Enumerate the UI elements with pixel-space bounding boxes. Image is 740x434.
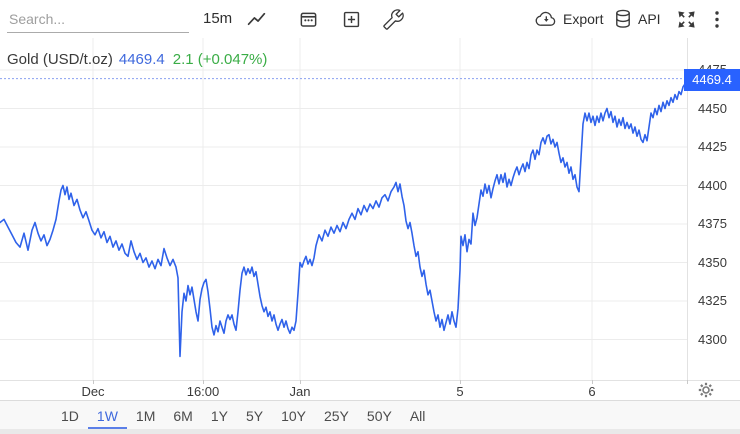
- bottom-strip: [0, 429, 740, 434]
- date-range-button[interactable]: [298, 9, 319, 30]
- gear-icon: [698, 382, 714, 398]
- x-axis-label: 5: [456, 384, 464, 399]
- chart-legend: Gold (USD/t.oz) 4469.4 2.1 (+0.047%): [7, 51, 267, 68]
- plus-square-icon: [343, 11, 360, 28]
- timeframe-tab-10y[interactable]: 10Y: [281, 408, 306, 424]
- timeframe-tabs: 1D 1W 1M 6M 1Y 5Y 10Y 25Y 50Y All: [52, 404, 434, 429]
- x-axis-label: 16:00: [186, 384, 220, 399]
- tools-button[interactable]: [383, 9, 404, 30]
- price-series-line: [0, 77, 687, 358]
- x-axis: Dec 16:00 Jan 5 6: [0, 380, 740, 400]
- interval-selector[interactable]: 15m: [203, 10, 233, 27]
- toolbar: 15m: [0, 0, 740, 38]
- calendar-icon: [300, 12, 317, 27]
- kebab-menu-icon: [715, 11, 719, 28]
- database-icon: [616, 9, 630, 28]
- x-axis-label: Jan: [289, 384, 311, 399]
- x-axis-tick: [687, 380, 688, 384]
- y-axis: 44754450442544004375435043254300: [694, 0, 740, 400]
- export-button[interactable]: Export: [535, 8, 603, 30]
- x-axis-tick: [93, 380, 94, 384]
- y-axis-label: 4375: [698, 216, 727, 231]
- x-axis-label: Dec: [81, 384, 105, 399]
- compare-add-button[interactable]: [341, 9, 362, 30]
- timeframe-tab-6m[interactable]: 6M: [173, 408, 193, 424]
- x-axis-tick: [203, 380, 204, 384]
- cloud-download-icon: [535, 11, 556, 26]
- export-label: Export: [563, 11, 604, 27]
- api-button[interactable]: API: [613, 8, 661, 30]
- y-axis-label: 4325: [698, 293, 727, 308]
- last-price: 4469.4: [118, 51, 165, 68]
- timeframe-tab-50y[interactable]: 50Y: [366, 408, 392, 424]
- timeframe-tab-all[interactable]: All: [409, 408, 426, 424]
- expand-icon: [678, 11, 695, 28]
- line-chart-icon: [247, 12, 266, 26]
- timeframe-bar: 1D 1W 1M 6M 1Y 5Y 10Y 25Y 50Y All: [0, 400, 740, 434]
- menu-button[interactable]: [710, 9, 724, 33]
- timeframe-tab-25y[interactable]: 25Y: [323, 408, 349, 424]
- timeframe-tab-1y[interactable]: 1Y: [210, 408, 228, 424]
- fullscreen-button[interactable]: [676, 9, 697, 30]
- price-change: 2.1 (+0.047%): [172, 51, 268, 68]
- timeframe-tab-1m[interactable]: 1M: [135, 408, 156, 424]
- search-input[interactable]: [7, 6, 189, 33]
- y-axis-label: 4425: [698, 139, 727, 154]
- timeframe-tab-5y[interactable]: 5Y: [245, 408, 264, 424]
- chart-type-button[interactable]: [246, 9, 267, 30]
- chart-settings-button[interactable]: [697, 381, 715, 402]
- y-axis-label: 4300: [698, 331, 727, 347]
- x-axis-tick: [300, 380, 301, 384]
- y-axis-label: 4400: [698, 177, 727, 193]
- y-axis-label: 4450: [698, 100, 727, 116]
- plot-right-border: [687, 38, 688, 380]
- x-axis-tick: [592, 380, 593, 384]
- api-label: API: [638, 11, 661, 27]
- x-axis-line: [0, 380, 740, 381]
- timeframe-tab-1w[interactable]: 1W: [87, 404, 127, 429]
- y-axis-label: 4350: [698, 254, 727, 270]
- current-price-badge: 4469.4: [684, 69, 740, 91]
- timeframe-tab-1d[interactable]: 1D: [61, 408, 79, 424]
- instrument-title: Gold (USD/t.oz): [7, 51, 113, 68]
- x-axis-tick: [460, 380, 461, 384]
- wrench-icon: [383, 9, 404, 30]
- x-axis-label: 6: [588, 384, 596, 399]
